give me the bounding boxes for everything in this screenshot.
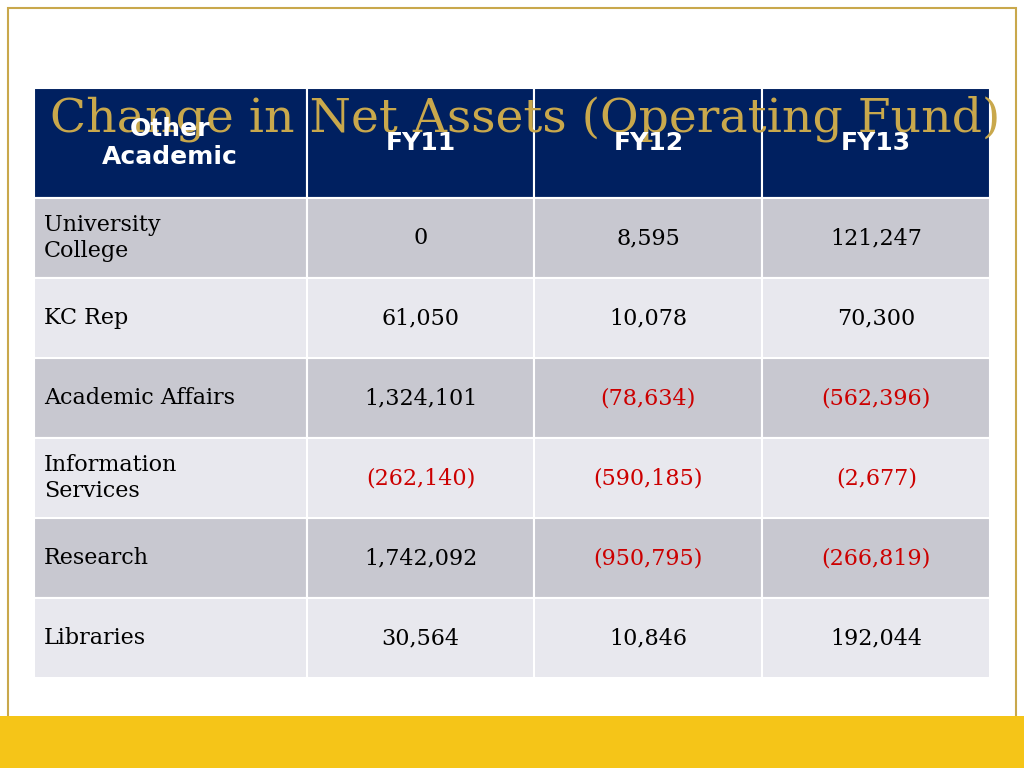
Text: Academic Affairs: Academic Affairs <box>44 387 234 409</box>
FancyBboxPatch shape <box>535 358 762 438</box>
Text: 8,595: 8,595 <box>616 227 680 249</box>
FancyBboxPatch shape <box>535 198 762 278</box>
FancyBboxPatch shape <box>762 518 990 598</box>
Text: (2,677): (2,677) <box>836 467 916 489</box>
FancyBboxPatch shape <box>306 358 535 438</box>
FancyBboxPatch shape <box>535 518 762 598</box>
Text: (950,795): (950,795) <box>594 547 703 569</box>
FancyBboxPatch shape <box>306 278 535 358</box>
FancyBboxPatch shape <box>34 518 306 598</box>
Text: (266,819): (266,819) <box>821 547 931 569</box>
Text: 10,846: 10,846 <box>609 627 687 649</box>
FancyBboxPatch shape <box>762 438 990 518</box>
Text: 1,742,092: 1,742,092 <box>364 547 477 569</box>
Text: FY13: FY13 <box>842 131 911 155</box>
Text: 30,564: 30,564 <box>382 627 460 649</box>
FancyBboxPatch shape <box>762 88 990 198</box>
FancyBboxPatch shape <box>34 438 306 518</box>
FancyBboxPatch shape <box>34 358 306 438</box>
FancyBboxPatch shape <box>34 198 306 278</box>
FancyBboxPatch shape <box>762 598 990 678</box>
Text: 10,078: 10,078 <box>609 307 687 329</box>
Text: University
College: University College <box>44 214 161 262</box>
Text: Research: Research <box>44 547 148 569</box>
FancyBboxPatch shape <box>306 518 535 598</box>
FancyBboxPatch shape <box>535 88 762 198</box>
Text: (262,140): (262,140) <box>366 467 475 489</box>
FancyBboxPatch shape <box>306 598 535 678</box>
FancyBboxPatch shape <box>762 278 990 358</box>
Text: KC Rep: KC Rep <box>44 307 128 329</box>
Text: (590,185): (590,185) <box>594 467 703 489</box>
FancyBboxPatch shape <box>34 598 306 678</box>
Text: Change in Net Assets (Operating Fund): Change in Net Assets (Operating Fund) <box>50 95 1000 141</box>
FancyBboxPatch shape <box>34 88 306 198</box>
FancyBboxPatch shape <box>535 598 762 678</box>
Text: (562,396): (562,396) <box>821 387 931 409</box>
Text: Libraries: Libraries <box>44 627 145 649</box>
Text: Other
Academic: Other Academic <box>102 117 239 169</box>
Text: (78,634): (78,634) <box>601 387 696 409</box>
FancyBboxPatch shape <box>762 198 990 278</box>
Text: 70,300: 70,300 <box>838 307 915 329</box>
FancyBboxPatch shape <box>306 438 535 518</box>
FancyBboxPatch shape <box>0 716 1024 768</box>
Text: Information
Services: Information Services <box>44 455 177 502</box>
FancyBboxPatch shape <box>535 278 762 358</box>
Text: 121,247: 121,247 <box>830 227 923 249</box>
Text: 61,050: 61,050 <box>382 307 460 329</box>
Text: FY11: FY11 <box>385 131 456 155</box>
Text: 1,324,101: 1,324,101 <box>364 387 477 409</box>
FancyBboxPatch shape <box>535 438 762 518</box>
Text: 0: 0 <box>414 227 428 249</box>
FancyBboxPatch shape <box>762 358 990 438</box>
FancyBboxPatch shape <box>34 278 306 358</box>
Text: FY12: FY12 <box>613 131 683 155</box>
FancyBboxPatch shape <box>306 88 535 198</box>
Text: 192,044: 192,044 <box>830 627 923 649</box>
FancyBboxPatch shape <box>306 198 535 278</box>
